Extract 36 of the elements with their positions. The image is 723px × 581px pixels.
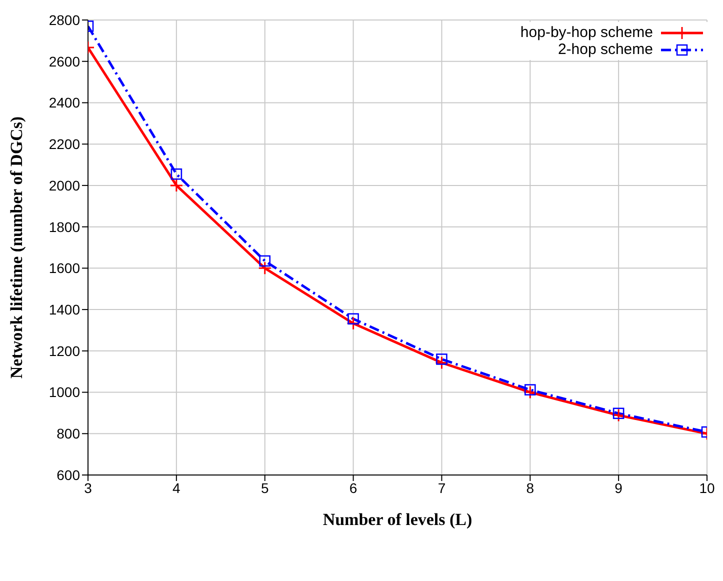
y-tick-label: 2400 [48,94,80,111]
x-tick-label: 6 [349,480,358,496]
point [346,316,360,330]
point [259,255,271,267]
point [170,168,182,180]
y-tick-label: 2600 [48,53,80,70]
point [258,261,272,275]
y-tick-label: 1600 [48,260,80,276]
x-tick-label: 5 [260,480,269,496]
y-tick-label: 1200 [48,342,80,359]
point [524,384,536,396]
y-tick-label: 2000 [48,177,80,194]
point [434,356,448,370]
y-tick-label: 1800 [48,218,80,235]
y-tick-label: 1000 [48,384,80,400]
x-tick-label: 9 [614,480,623,496]
x-axis-title: Number of levels (L) [322,510,472,529]
point [170,178,184,192]
legend-label: 2-hop scheme [558,41,653,58]
x-tick-label: 8 [526,480,534,496]
x-tick-label: 3 [84,480,92,496]
point [523,386,537,400]
point [612,408,626,422]
y-tick-label: 1400 [48,302,80,318]
point [348,313,359,324]
y-tick-label: 2200 [48,136,80,152]
x-tick-label: 10 [699,480,715,496]
legend-label: hop-by-hop scheme [520,24,653,41]
x-tick-label: 4 [172,480,181,496]
y-tick-label: 2800 [48,12,80,28]
y-axis-title: Network lifetime (number of DGCs) [7,116,26,379]
y-tick-label: 800 [56,426,80,442]
point [436,354,448,365]
point [612,408,624,420]
x-tick-label: 7 [438,480,446,496]
y-tick-label: 600 [56,466,80,483]
